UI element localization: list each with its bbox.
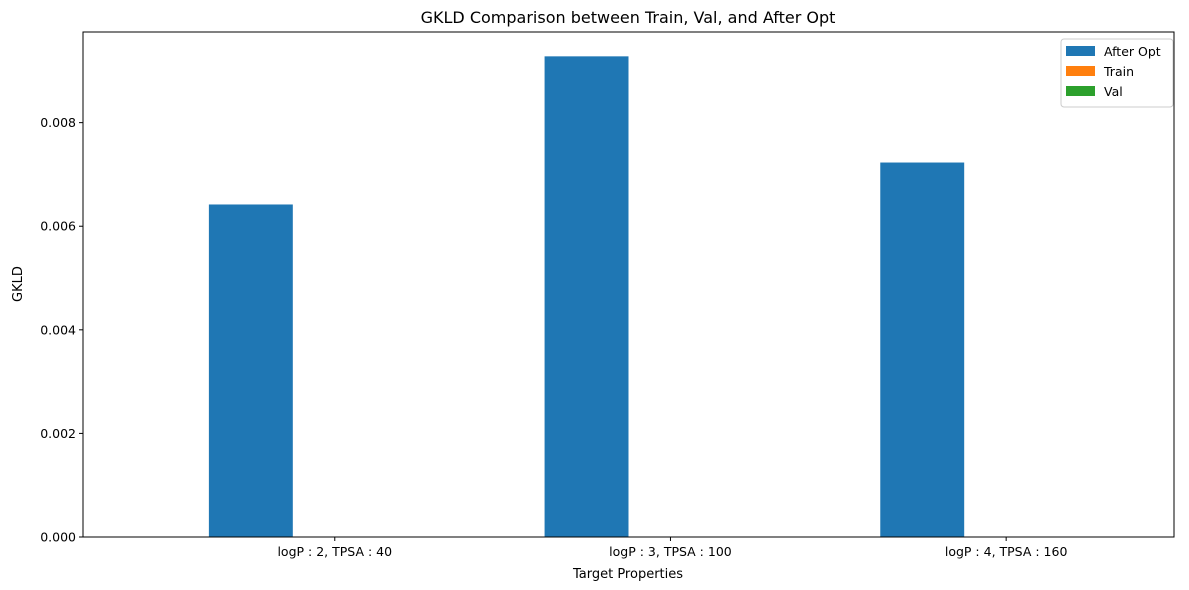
legend-swatch-after-opt — [1066, 46, 1095, 56]
y-axis: 0.000 0.002 0.004 0.006 0.008 — [40, 115, 83, 545]
plot-frame — [82, 31, 1175, 538]
legend-label-after-opt: After Opt — [1104, 44, 1161, 59]
legend-label-val: Val — [1104, 84, 1123, 99]
bar-after-opt-2 — [880, 162, 965, 537]
y-tick-label: 0.000 — [40, 530, 76, 545]
y-tick-label: 0.004 — [40, 322, 76, 337]
chart-title: GKLD Comparison between Train, Val, and … — [421, 8, 836, 27]
x-tick-label: logP : 4, TPSA : 160 — [945, 544, 1068, 559]
legend-swatch-val — [1066, 86, 1095, 96]
legend-swatch-train — [1066, 66, 1095, 76]
x-axis: logP : 2, TPSA : 40 logP : 3, TPSA : 100 l… — [277, 537, 1067, 559]
y-tick-label: 0.006 — [40, 219, 76, 234]
legend: After Opt Train Val — [1060, 38, 1174, 108]
x-tick-label: logP : 2, TPSA : 40 — [277, 544, 392, 559]
x-tick-label: logP : 3, TPSA : 100 — [609, 544, 732, 559]
y-tick-label: 0.008 — [40, 115, 76, 130]
y-tick-label: 0.002 — [40, 426, 76, 441]
bar-after-opt-1 — [544, 56, 629, 537]
x-axis-label: Target Properties — [572, 567, 683, 582]
legend-label-train: Train — [1103, 64, 1134, 79]
bar-after-opt-0 — [208, 204, 293, 537]
y-axis-label: GKLD — [11, 266, 26, 302]
bars-layer — [208, 56, 965, 537]
